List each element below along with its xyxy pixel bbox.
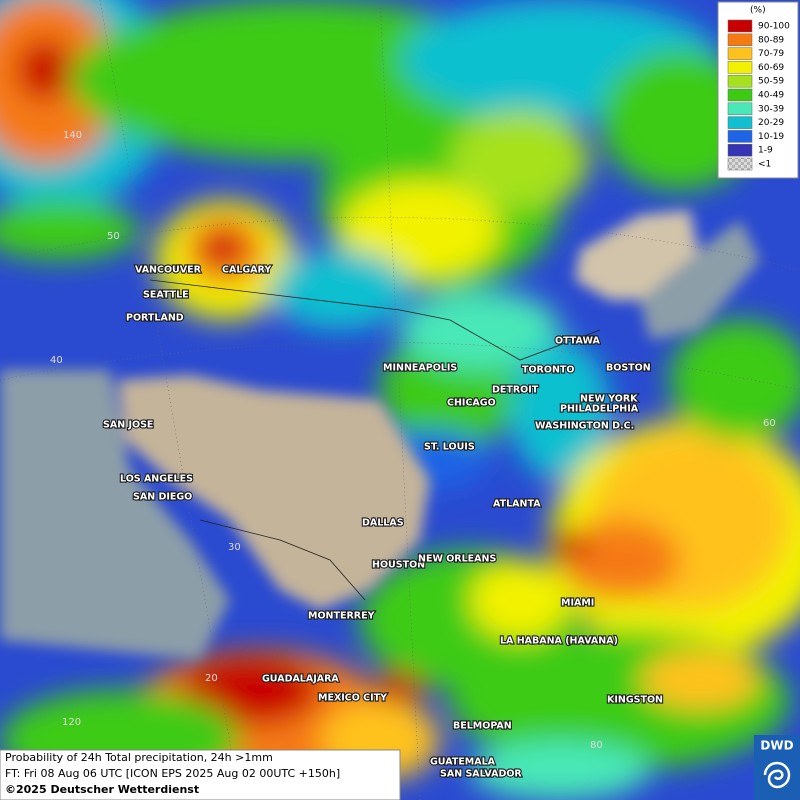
city-label: GUATEMALA (430, 757, 496, 768)
legend-label: 80-89 (758, 35, 784, 45)
city-label: PORTLAND (126, 313, 184, 324)
city-label: CALGARY (222, 265, 271, 276)
graticule-label: 30 (228, 542, 241, 553)
city-label: SAN JOSE (103, 420, 153, 431)
graticule-label: 120 (62, 717, 81, 728)
graticule-label: 60 (763, 418, 776, 429)
city-label: MIAMI (561, 598, 594, 609)
legend-swatch (727, 116, 753, 129)
city-label: SAN SALVADOR (440, 769, 522, 780)
legend-swatch (727, 33, 753, 47)
graticule-label: 140 (63, 130, 82, 141)
city-label: WASHINGTON D.C. (535, 421, 634, 432)
city-label: ATLANTA (493, 499, 541, 510)
legend-swatch-pattern (728, 158, 752, 170)
city-label: LA HABANA (HAVANA) (500, 636, 618, 647)
legend-swatch (727, 19, 753, 33)
legend-label: <1 (758, 160, 771, 170)
graticule-labels: 140 50 40 30 20 120 60 80 (50, 130, 776, 751)
legend-swatch (727, 88, 753, 102)
city-label: LOS ANGELES (120, 474, 193, 485)
city-label: MEXICO CITY (318, 693, 387, 704)
city-label: OTTAWA (555, 336, 600, 347)
borders (149, 279, 601, 601)
legend-label: 70-79 (758, 49, 784, 59)
city-label: BOSTON (606, 363, 651, 374)
city-label: BELMOPAN (453, 721, 512, 732)
graticule-label: 40 (50, 355, 63, 366)
city-label: HOUSTON (372, 560, 425, 571)
legend-label: 1-9 (758, 146, 773, 156)
legend-swatch (727, 61, 753, 74)
legend-label: 50-59 (758, 77, 784, 87)
city-label: CHICAGO (447, 398, 496, 409)
logo-text: DWD (760, 739, 793, 753)
city-label: GUADALAJARA (262, 674, 339, 685)
city-label: KINGSTON (607, 695, 663, 706)
legend-label: 20-29 (758, 118, 784, 128)
legend-swatch (727, 47, 753, 60)
city-labels: VANCOUVER CALGARY SEATTLE PORTLAND SAN J… (102, 263, 664, 780)
city-label: DALLAS (362, 518, 404, 529)
legend: (%) 90-100 80-89 70-79 60-69 50-59 40-49 30-39… (717, 1, 799, 179)
legend-swatch (727, 102, 753, 116)
city-label: NEW YORK (580, 394, 638, 405)
city-label: SEATTLE (143, 290, 189, 301)
caption-line: ©2025 Deutscher Wetterdienst (5, 783, 199, 796)
city-label: ST. LOUIS (424, 442, 475, 453)
city-label: PHILADELPHIA (560, 404, 639, 415)
city-label: TORONTO (522, 365, 574, 376)
caption: Probability of 24h Total precipitation, … (0, 749, 401, 800)
legend-label: 90-100 (758, 22, 790, 32)
city-label: SAN DIEGO (133, 492, 192, 503)
city-label: MONTERREY (308, 611, 375, 622)
legend-label: 10-19 (758, 132, 784, 142)
legend-swatch (727, 143, 753, 157)
caption-line: FT: Fri 08 Aug 06 UTC [ICON EPS 2025 Aug… (5, 767, 340, 780)
city-label: DETROIT (492, 385, 539, 396)
graticule-label: 20 (205, 673, 218, 684)
city-label: NEW ORLEANS (418, 554, 496, 565)
logo-swirl (763, 761, 791, 789)
logo: DWD (754, 735, 800, 800)
graticule-label: 80 (590, 740, 603, 751)
graticule-label: 50 (107, 231, 120, 242)
caption-box (0, 749, 401, 800)
legend-title: (%) (750, 6, 766, 16)
legend-swatch (727, 74, 753, 88)
legend-label: 30-39 (758, 104, 784, 114)
legend-swatch (727, 130, 753, 143)
legend-label: 60-69 (758, 63, 784, 73)
city-label: VANCOUVER (135, 265, 202, 276)
legend-label: 40-49 (758, 91, 784, 101)
city-label: MINNEAPOLIS (383, 363, 457, 374)
logo-box (754, 735, 800, 800)
caption-line: Probability of 24h Total precipitation, … (5, 751, 273, 764)
